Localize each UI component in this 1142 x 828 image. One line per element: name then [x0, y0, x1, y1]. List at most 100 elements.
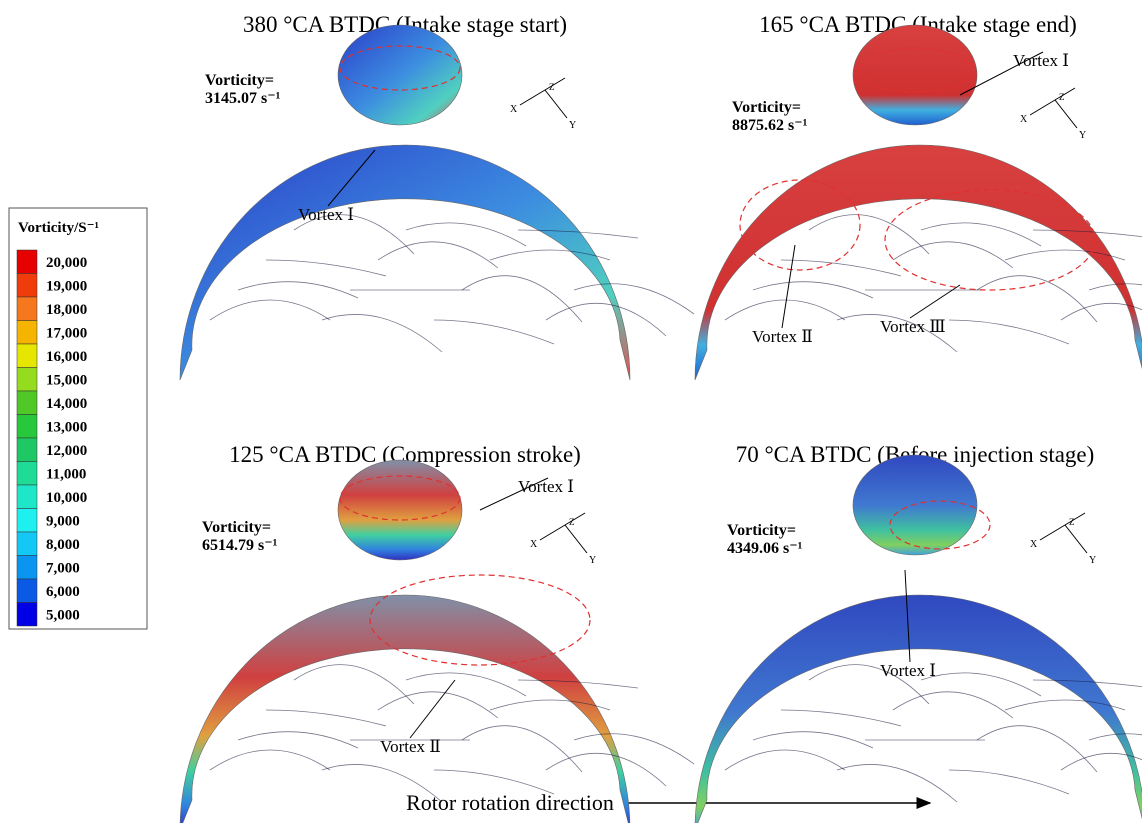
legend-swatch	[17, 250, 37, 274]
panel: 380 °CA BTDC (Intake stage start)Vortici…	[180, 12, 694, 380]
legend-swatch	[17, 391, 37, 415]
streamline	[546, 753, 666, 786]
streamline	[949, 320, 1069, 344]
legend-swatch	[17, 532, 37, 556]
legend-swatch	[17, 274, 37, 298]
axis-line	[1030, 100, 1055, 115]
streamline	[753, 282, 873, 298]
vortex-label: Vortex Ⅰ	[880, 661, 936, 680]
axis-label: X	[1020, 114, 1028, 125]
dome	[853, 25, 977, 125]
leader-line	[410, 680, 455, 738]
legend-label: 19,000	[46, 279, 87, 295]
axis-label: Y	[1089, 555, 1096, 566]
dome	[338, 460, 462, 560]
axis-line	[1040, 525, 1065, 540]
streamline	[837, 764, 957, 802]
streamline	[809, 215, 929, 254]
leader-line	[782, 245, 795, 328]
legend-label: 15,000	[46, 373, 87, 389]
legend-label: 6,000	[46, 584, 80, 600]
streamline	[210, 750, 330, 770]
streamline	[893, 242, 1013, 268]
streamline	[378, 242, 498, 268]
streamline	[753, 732, 873, 748]
streamline	[462, 276, 582, 322]
dome	[338, 25, 462, 125]
legend-label: 14,000	[46, 396, 87, 412]
vortex-label: Vortex Ⅰ	[298, 205, 354, 224]
vortex-label: Vortex Ⅰ	[1013, 51, 1069, 70]
streamline	[210, 300, 330, 320]
axis-line	[565, 513, 585, 525]
axis-label: X	[530, 539, 538, 550]
vorticity-value: 8875.62 s⁻¹	[732, 117, 808, 134]
streamline	[266, 710, 386, 726]
axis-line	[1065, 513, 1085, 525]
axis-line	[520, 90, 545, 105]
legend-swatch	[17, 556, 37, 580]
axis-line	[545, 78, 565, 90]
axis-label: Y	[569, 120, 576, 131]
legend-swatch	[17, 438, 37, 462]
figure: Vorticity/S⁻¹ Rotor rotation direction 2…	[0, 0, 1142, 823]
streamline	[462, 726, 582, 772]
axis-label: Z	[1069, 517, 1075, 527]
streamline	[434, 320, 554, 344]
streamline	[949, 770, 1069, 794]
streamline	[266, 260, 386, 276]
vorticity-label: Vorticity=	[727, 522, 796, 539]
page: Vorticity/S⁻¹ Rotor rotation direction 2…	[0, 0, 1142, 828]
vortex-label: Vortex Ⅱ	[380, 737, 441, 756]
streamline	[977, 726, 1097, 772]
crescent	[180, 145, 630, 380]
legend-swatch	[17, 579, 37, 603]
legend-label: 10,000	[46, 490, 87, 506]
axis-label: X	[1030, 539, 1038, 550]
streamline	[977, 276, 1097, 322]
legend-label: 7,000	[46, 561, 80, 577]
axis-label: Y	[1079, 130, 1086, 141]
streamline	[322, 314, 442, 352]
vorticity-value: 4349.06 s⁻¹	[727, 540, 803, 557]
axis-line	[540, 525, 565, 540]
streamline	[574, 734, 694, 764]
crescent	[695, 595, 1142, 823]
axis-label: X	[510, 104, 518, 115]
legend-swatch	[17, 368, 37, 392]
streamline	[725, 750, 845, 770]
legend-label: 5,000	[46, 608, 80, 624]
legend-label: 11,000	[46, 467, 86, 483]
legend-label: 16,000	[46, 349, 87, 365]
panel: 125 °CA BTDC (Compression stroke)Vortici…	[180, 442, 694, 823]
axis-line	[1055, 88, 1075, 100]
legend-swatch	[17, 344, 37, 368]
legend-label: 17,000	[46, 326, 87, 342]
axis-label: Y	[589, 555, 596, 566]
axis-label: Z	[1059, 92, 1065, 102]
vorticity-value: 3145.07 s⁻¹	[205, 90, 281, 107]
footer: Rotor rotation direction	[406, 790, 614, 815]
legend-swatch	[17, 485, 37, 509]
legend-swatch	[17, 509, 37, 533]
streamline	[546, 303, 666, 336]
vorticity-value: 6514.79 s⁻¹	[202, 537, 278, 554]
legend-label: 12,000	[46, 443, 87, 459]
panel: 165 °CA BTDC (Intake stage end)Vorticity…	[695, 12, 1142, 380]
axis-line	[1055, 100, 1077, 128]
streamline	[378, 692, 498, 718]
streamline	[781, 260, 901, 276]
streamline	[294, 665, 414, 704]
legend-label: 18,000	[46, 302, 87, 318]
dome	[853, 455, 977, 555]
legend-swatch	[17, 321, 37, 345]
legend-swatch	[17, 415, 37, 439]
legend-swatch	[17, 603, 37, 627]
crescent	[180, 595, 630, 823]
legend-label: 9,000	[46, 514, 80, 530]
legend-label: 20,000	[46, 255, 87, 271]
axis-line	[565, 525, 587, 553]
vortex-label: Vortex Ⅰ	[518, 477, 574, 496]
legend-title: Vorticity/S⁻¹	[18, 220, 99, 236]
axis-line	[1065, 525, 1087, 553]
